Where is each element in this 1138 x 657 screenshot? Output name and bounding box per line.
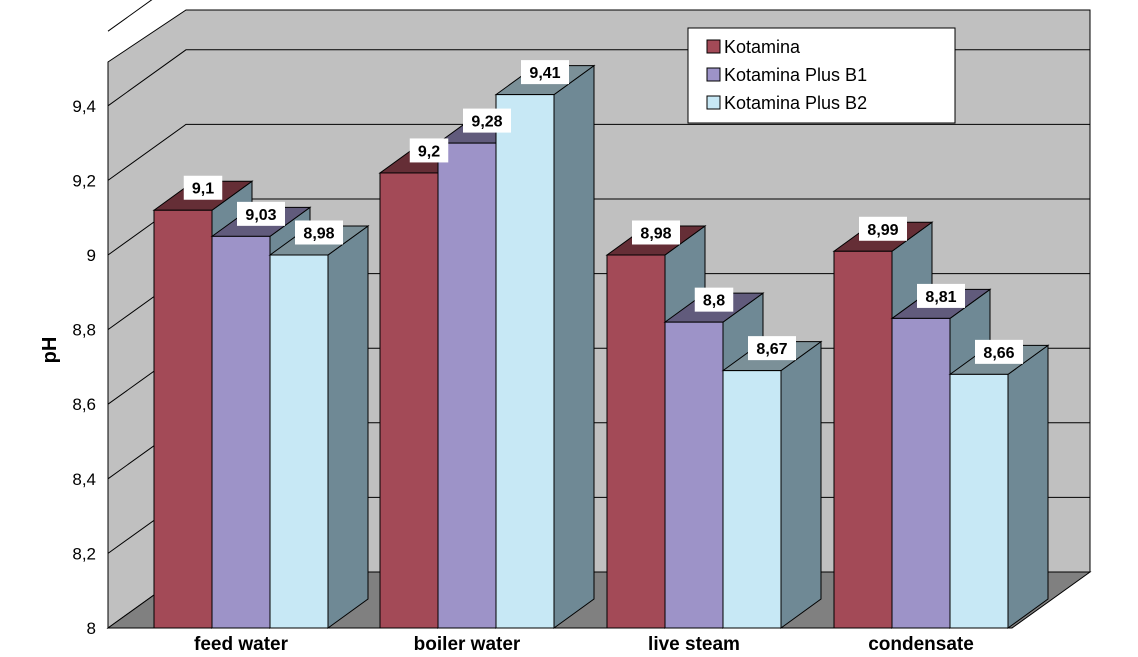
data-label-bg: [632, 220, 680, 245]
bar-side: [553, 64, 595, 629]
bar-front: [495, 94, 555, 629]
bar-side: [1007, 344, 1049, 629]
legend-swatch: [706, 39, 721, 54]
category-label: live steam: [648, 634, 740, 655]
data-label: 8,81: [925, 289, 956, 306]
y-tick-label: 9,2: [72, 171, 96, 190]
data-label-bg: [694, 287, 734, 312]
y-tick-label: 8,6: [72, 395, 96, 414]
bars: [152, 64, 1050, 629]
data-label-bg: [521, 60, 569, 85]
category-label: condensate: [868, 634, 974, 655]
bar: [268, 225, 370, 629]
data-label: 8,8: [703, 293, 725, 310]
data-label-bg: [183, 175, 223, 200]
category-label: boiler water: [414, 634, 521, 655]
legend-swatch: [706, 67, 721, 82]
bar-front: [606, 254, 666, 629]
bar-front: [153, 209, 213, 629]
legend-box: [687, 27, 956, 124]
gridline: [107, 123, 1090, 181]
bar: [494, 64, 596, 629]
data-label-bg: [463, 108, 511, 133]
data-label-bg: [237, 201, 285, 226]
category-label: feed water: [194, 634, 289, 655]
legend-swatch: [706, 95, 721, 110]
y-tick-label: 8,2: [72, 544, 96, 563]
data-label: 9,03: [245, 207, 276, 224]
data-label-bg: [295, 220, 343, 245]
data-label-bg: [409, 138, 449, 163]
bar-front: [722, 370, 782, 629]
bar-front: [833, 250, 893, 629]
y-tick-label: 8: [87, 619, 96, 638]
legend-label: Kotamina Plus B1: [724, 65, 867, 85]
data-label: 8,98: [303, 226, 334, 243]
gridline: [107, 0, 153, 32]
data-labels: 9,1 9,03 8,98 9,2 9,28 9,41 8,98 8,8 8,67 8,99 8,8…: [183, 60, 1023, 364]
bar-front: [437, 142, 497, 629]
bar-front: [891, 317, 951, 629]
y-tick-labels: 8 8,2 8,4 8,6 8,8 9 9,2 9,4: [72, 97, 96, 638]
bar-front: [379, 172, 439, 629]
y-axis-label: pH: [39, 337, 61, 364]
data-label-bg: [917, 283, 965, 308]
category-labels: feed water boiler water live steam condensa…: [194, 634, 974, 655]
data-label: 9,2: [418, 143, 440, 160]
data-label: 9,1: [192, 181, 214, 198]
bar: [721, 340, 823, 629]
data-label: 8,98: [640, 226, 671, 243]
y-tick-label: 9,4: [72, 97, 96, 116]
bar-front: [211, 235, 271, 629]
bar: [948, 344, 1050, 629]
legend-label: Kotamina Plus B2: [724, 93, 867, 113]
bar-front: [949, 373, 1009, 629]
bar-side: [327, 225, 369, 629]
data-label: 9,41: [529, 65, 560, 82]
data-label: 8,99: [867, 222, 898, 239]
data-label-bg: [859, 216, 907, 241]
data-label-bg: [975, 339, 1023, 364]
bar-side: [780, 340, 822, 629]
data-label: 8,66: [983, 345, 1014, 362]
data-label-bg: [748, 336, 796, 361]
data-label: 9,28: [471, 114, 502, 131]
bar-front: [269, 254, 329, 629]
y-tick-label: 8,8: [72, 321, 96, 340]
bar-front: [664, 321, 724, 629]
data-label: 8,67: [756, 341, 787, 358]
legend-label: Kotamina: [724, 37, 801, 57]
legend: Kotamina Kotamina Plus B1 Kotamina Plus B2: [687, 27, 956, 124]
y-tick-label: 9: [87, 246, 96, 265]
y-tick-label: 8,4: [72, 470, 96, 489]
